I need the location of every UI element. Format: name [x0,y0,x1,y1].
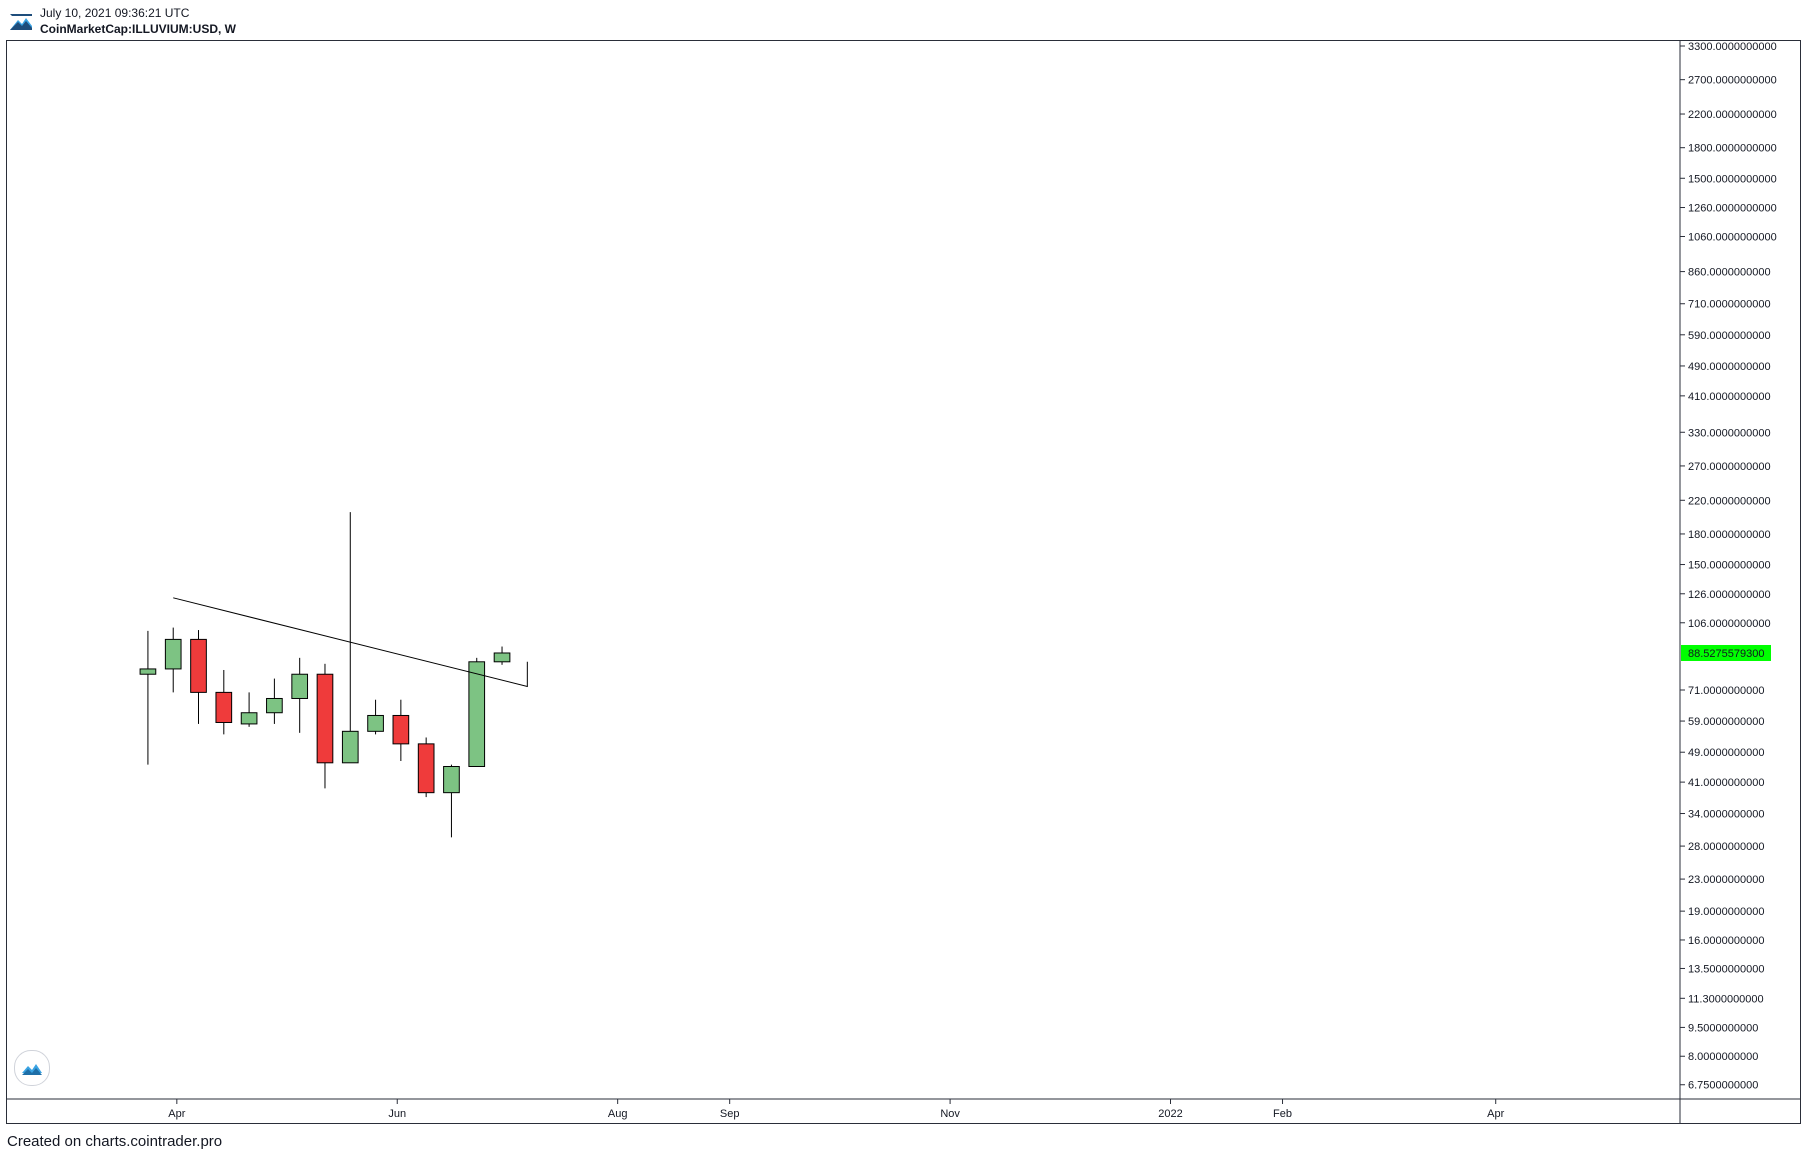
candle-down [417,743,435,794]
price-tick-label: 1500.0000000000 [1688,173,1777,185]
snapshot-date: July 10, 2021 09:36:21 UTC [40,6,190,20]
candle-up [493,652,511,663]
price-tick-label: 6.7500000000 [1688,1080,1758,1092]
price-tick-label: 150.0000000000 [1688,560,1771,572]
candle-up [443,765,460,794]
price-tick-label: 590.0000000000 [1688,330,1771,342]
time-tick-label: 2022 [1158,1108,1182,1120]
time-tick-label: Feb [1273,1108,1292,1120]
candle-up [367,714,384,732]
candle-up [468,661,486,767]
price-tick-label: 220.0000000000 [1688,495,1771,507]
candle-up [164,638,182,670]
footer-credit: Created on charts.cointrader.pro [7,1133,223,1150]
price-tick-label: 59.0000000000 [1688,716,1764,728]
price-tick-label: 270.0000000000 [1688,461,1771,473]
candle-down [392,714,410,745]
time-tick-label: Apr [1487,1108,1504,1120]
price-tick-label: 106.0000000000 [1688,618,1771,630]
price-tick-label: 490.0000000000 [1688,361,1771,373]
candle-up [291,673,309,699]
candle-down [215,691,233,723]
candle-up [341,730,359,764]
price-tick-label: 49.0000000000 [1688,747,1764,759]
candle-up [139,668,157,675]
time-tick-label: Nov [940,1108,960,1120]
candle-down [316,673,334,764]
price-tick-label: 410.0000000000 [1688,391,1771,403]
price-tick-label: 34.0000000000 [1688,809,1764,821]
price-tick-label: 2700.0000000000 [1688,75,1777,87]
chart-frame[interactable]: 3300.0000000000 2700.0000000000 2200.00000… [6,40,1801,1124]
price-tick-label: 860.0000000000 [1688,267,1771,279]
price-tick-label: 2200.0000000000 [1688,109,1777,121]
price-tick-label: 3300.0000000000 [1688,41,1777,53]
price-tick-label: 1800.0000000000 [1688,143,1777,155]
symbol-label: CoinMarketCap:ILLUVIUM:USD, W [40,22,236,36]
tradingview-logo-icon [10,12,32,30]
price-tick-label: 1260.0000000000 [1688,203,1777,215]
price-tick-label: 1060.0000000000 [1688,232,1777,244]
price-tick-label: 23.0000000000 [1688,874,1764,886]
price-tick-label: 16.0000000000 [1688,935,1764,947]
price-tick-label: 330.0000000000 [1688,427,1771,439]
time-tick-label: Apr [168,1108,185,1120]
last-price-label: 88.5275579300 [1688,648,1764,660]
price-tick-label: 28.0000000000 [1688,841,1764,853]
candle-up [240,712,258,725]
last-price-badge [1681,644,1771,661]
price-tick-label: 71.0000000000 [1688,685,1764,697]
time-tick-label: Jun [388,1108,406,1120]
time-tick-label: Aug [608,1108,628,1120]
candle-down [190,638,207,693]
cointrader-logo-icon[interactable] [14,1050,50,1086]
price-tick-label: 710.0000000000 [1688,299,1771,311]
candlestick-chart[interactable]: 3300.0000000000 2700.0000000000 2200.00000… [7,41,1800,1123]
price-tick-label: 8.0000000000 [1688,1051,1758,1063]
candle-up [266,697,283,714]
price-tick-label: 126.0000000000 [1688,589,1771,601]
price-tick-label: 19.0000000000 [1688,906,1764,918]
trendline [173,597,528,688]
price-tick-label: 41.0000000000 [1688,777,1764,789]
price-tick-label: 11.3000000000 [1688,993,1764,1005]
price-tick-label: 13.5000000000 [1688,963,1764,975]
time-tick-label: Sep [720,1108,740,1120]
price-tick-label: 180.0000000000 [1688,529,1771,541]
price-tick-label: 9.5000000000 [1688,1022,1758,1034]
